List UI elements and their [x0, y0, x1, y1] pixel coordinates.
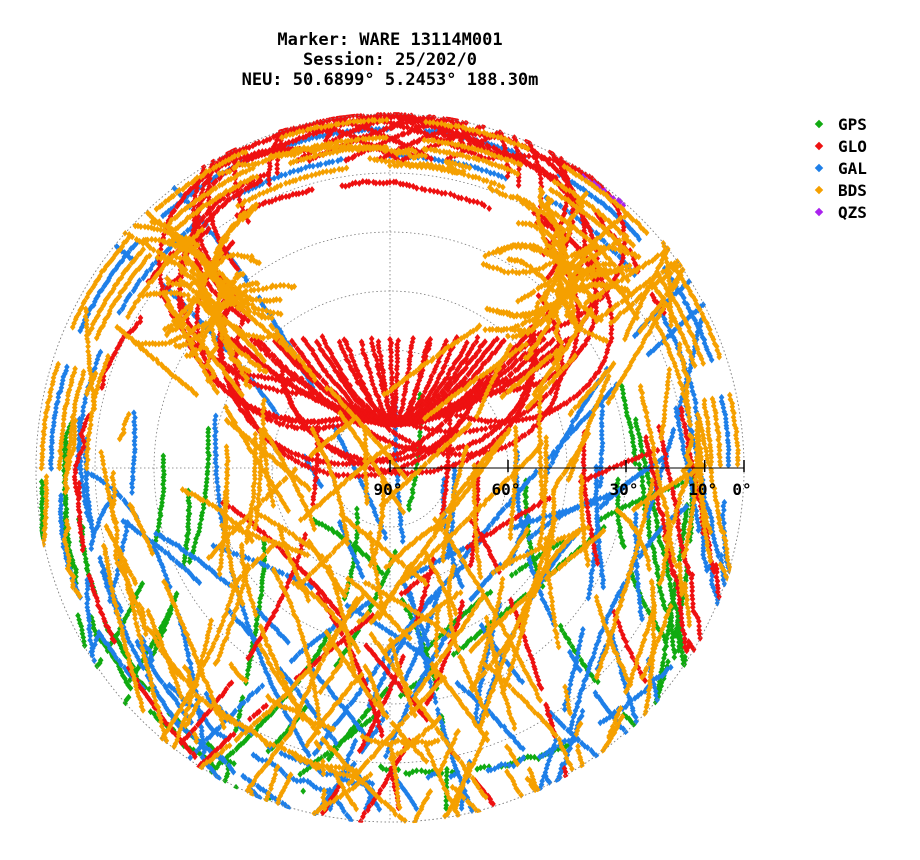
track-point-gps [147, 708, 154, 716]
track-point-gps [245, 666, 251, 674]
track-point-gps [194, 531, 201, 539]
track-point-gps [354, 505, 360, 513]
track-point-gps [233, 726, 239, 734]
track-point-gps [240, 738, 247, 746]
track-point-gps [622, 502, 629, 510]
track-point-gps [259, 587, 265, 595]
track-point-gal [598, 427, 605, 435]
track-point-gps [531, 753, 538, 761]
track-point-gps [230, 748, 236, 756]
track-point-gal [88, 545, 95, 553]
track-point-gps [160, 467, 167, 475]
track-point-gal [282, 171, 289, 179]
track-point-gps [354, 519, 361, 527]
track-point-gps [477, 764, 484, 772]
track-point-gps [300, 787, 306, 795]
track-point-gps [509, 571, 515, 579]
track-point-gps [225, 765, 231, 773]
track-point-gps [302, 704, 309, 712]
track-point-gps [261, 567, 267, 575]
track-point-gps [231, 760, 237, 768]
track-point-gps [205, 740, 211, 748]
track-point-gal [271, 174, 277, 182]
track-point-gps [418, 767, 425, 775]
track-point-gps [133, 672, 140, 680]
track-point-gps [227, 758, 234, 766]
track-point-gps [406, 770, 412, 778]
chart-title-line-1: Marker: WARE 13114M001 [277, 30, 503, 50]
track-point-gps [210, 762, 216, 770]
chart-title-line-3: NEU: 50.6899° 5.2453° 188.30m [241, 70, 539, 90]
track-point-gps [265, 747, 272, 755]
track-point-gps [223, 773, 230, 780]
satellite-tracks [38, 112, 741, 824]
track-point-gps [257, 594, 263, 602]
track-point-gps [380, 577, 387, 585]
track-point-gps [665, 658, 671, 666]
track-point-gal [48, 464, 55, 472]
track-point-gal [80, 407, 86, 415]
track-point-gps [481, 763, 488, 771]
track-point-gps [354, 510, 360, 518]
track-point-gps [528, 753, 534, 761]
track-point-gps [253, 622, 259, 630]
track-point-gps [617, 529, 624, 537]
track-point-gps [259, 573, 266, 581]
track-point-gps [224, 770, 231, 778]
track-point-gal [718, 393, 725, 401]
track-point-gps [205, 432, 211, 440]
track-point-gal [131, 441, 138, 449]
track-point-gps [83, 555, 89, 563]
track-point-gps [185, 506, 192, 514]
track-point-gps [84, 561, 91, 569]
track-point-gps [261, 544, 267, 552]
track-point-gps [688, 529, 694, 537]
track-point-gps [513, 569, 519, 577]
track-point-gps [438, 769, 445, 777]
track-point-gps [155, 716, 161, 723]
track-point-gps [251, 631, 258, 639]
track-point-gps [516, 566, 523, 573]
track-point-gal [708, 576, 715, 584]
track-point-gps [326, 755, 332, 763]
track-point-gps [380, 765, 386, 772]
track-point-gps [378, 763, 384, 771]
chart-title-line-2: Session: 25/202/0 [303, 50, 477, 70]
track-point-gps [156, 519, 163, 527]
track-point-gps [236, 713, 242, 721]
track-point-gps [626, 501, 633, 509]
track-point-gal [577, 637, 584, 645]
track-point-gal [382, 534, 389, 542]
track-point-gps [253, 616, 260, 624]
track-point-gps [403, 769, 409, 777]
track-point-gal [435, 156, 442, 164]
track-point-gps [161, 484, 167, 492]
track-point-gps [125, 681, 131, 689]
track-point-gps [409, 768, 416, 776]
track-point-gps [645, 524, 652, 532]
track-point-gps [120, 672, 126, 680]
track-point-gps [392, 548, 398, 556]
track-point-gps [256, 598, 263, 606]
track-point-gps [629, 499, 636, 507]
track-point-gps [413, 767, 420, 775]
track-point-gps [153, 713, 159, 721]
track-point-gps [675, 481, 681, 489]
track-point-gps [629, 572, 636, 580]
track-point-gps [73, 568, 79, 576]
track-point-gal [579, 707, 586, 715]
track-point-gps [182, 554, 188, 562]
track-point-gps [563, 742, 569, 750]
track-point-gps [422, 768, 429, 776]
track-point-gps [672, 482, 678, 490]
